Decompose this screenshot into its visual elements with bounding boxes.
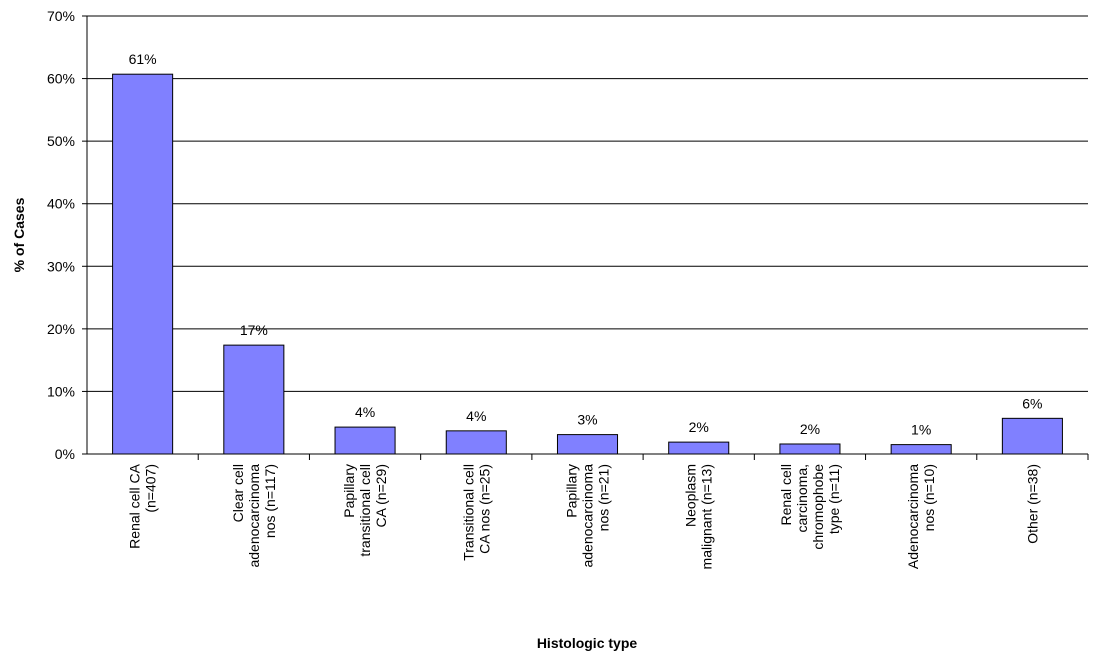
- x-tick-label: Adenocarcinomanos (n=10): [905, 464, 937, 569]
- y-tick-label: 20%: [47, 321, 75, 337]
- data-label: 1%: [911, 422, 931, 438]
- bar: [556, 434, 619, 455]
- bar: [112, 73, 174, 455]
- data-label: 17%: [240, 322, 268, 338]
- data-label: 4%: [355, 404, 375, 420]
- bar: [779, 443, 841, 455]
- y-tick-label: 40%: [47, 196, 75, 212]
- bar: [334, 426, 396, 455]
- data-label: 4%: [466, 408, 486, 424]
- x-axis-title: Histologic type: [537, 635, 638, 651]
- x-tick-label: Renal cellcarcinoma,chromophobetype (n=1…: [778, 464, 842, 550]
- data-label: 2%: [800, 421, 820, 437]
- y-axis-title: % of Cases: [11, 197, 27, 272]
- data-label: 61%: [129, 51, 157, 67]
- x-tick-label: Clear celladenocarcinomanos (n=117): [230, 464, 278, 568]
- y-tick-label: 10%: [47, 383, 75, 399]
- bar: [445, 430, 507, 455]
- data-label: 2%: [689, 419, 709, 435]
- bar: [1001, 417, 1063, 455]
- bar: [890, 444, 952, 455]
- bar: [223, 344, 285, 455]
- x-tick-label: Papillarytransitional cellCA (n=29): [341, 464, 389, 557]
- bar: [668, 441, 730, 455]
- x-tick-label: Transitional cellCA nos (n=25): [460, 464, 492, 561]
- x-tick-label: Papillaryadenocarcinomanos (n=21): [564, 464, 612, 568]
- y-tick-label: 70%: [47, 8, 75, 24]
- y-tick-label: 50%: [47, 133, 75, 149]
- x-tick-label: Renal cell CA(n=407): [127, 463, 159, 548]
- y-tick-label: 60%: [47, 71, 75, 87]
- y-tick-label: 0%: [55, 446, 75, 462]
- x-tick-label: Other (n=38): [1024, 464, 1040, 544]
- y-tick-label: 30%: [47, 258, 75, 274]
- data-label: 3%: [577, 412, 597, 428]
- data-label: 6%: [1022, 395, 1042, 411]
- x-tick-label: Neoplasmmalignant (n=13): [683, 464, 715, 569]
